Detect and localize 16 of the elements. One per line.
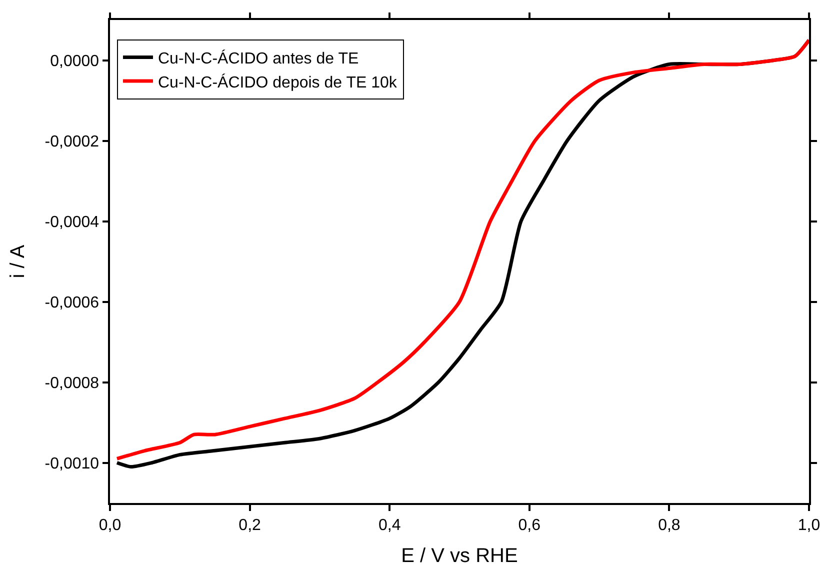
x-tick-label: 1,0 xyxy=(798,516,820,534)
y-axis-title: i / A xyxy=(6,244,29,278)
y-tick-label: 0,0000 xyxy=(50,52,100,70)
y-tick-label: -0,0008 xyxy=(44,374,100,392)
y-tick-label: -0,0010 xyxy=(44,455,100,472)
legend-label: Cu-N-C-ÁCIDO depois de TE 10k xyxy=(158,73,398,92)
x-axis-title: E / V vs RHE xyxy=(401,544,518,567)
y-tick-label: -0,0004 xyxy=(44,214,100,231)
x-tick-label: 0,0 xyxy=(98,516,122,534)
y-tick-label: -0,0006 xyxy=(44,294,100,312)
y-tick-label: -0,0002 xyxy=(44,133,100,150)
x-tick-label: 0,6 xyxy=(518,516,541,534)
x-tick-label: 0,4 xyxy=(378,516,401,534)
legend-label: Cu-N-C-ÁCIDO antes de TE xyxy=(158,49,359,68)
x-tick-label: 0,8 xyxy=(658,516,680,534)
x-tick-label: 0,2 xyxy=(238,516,262,534)
